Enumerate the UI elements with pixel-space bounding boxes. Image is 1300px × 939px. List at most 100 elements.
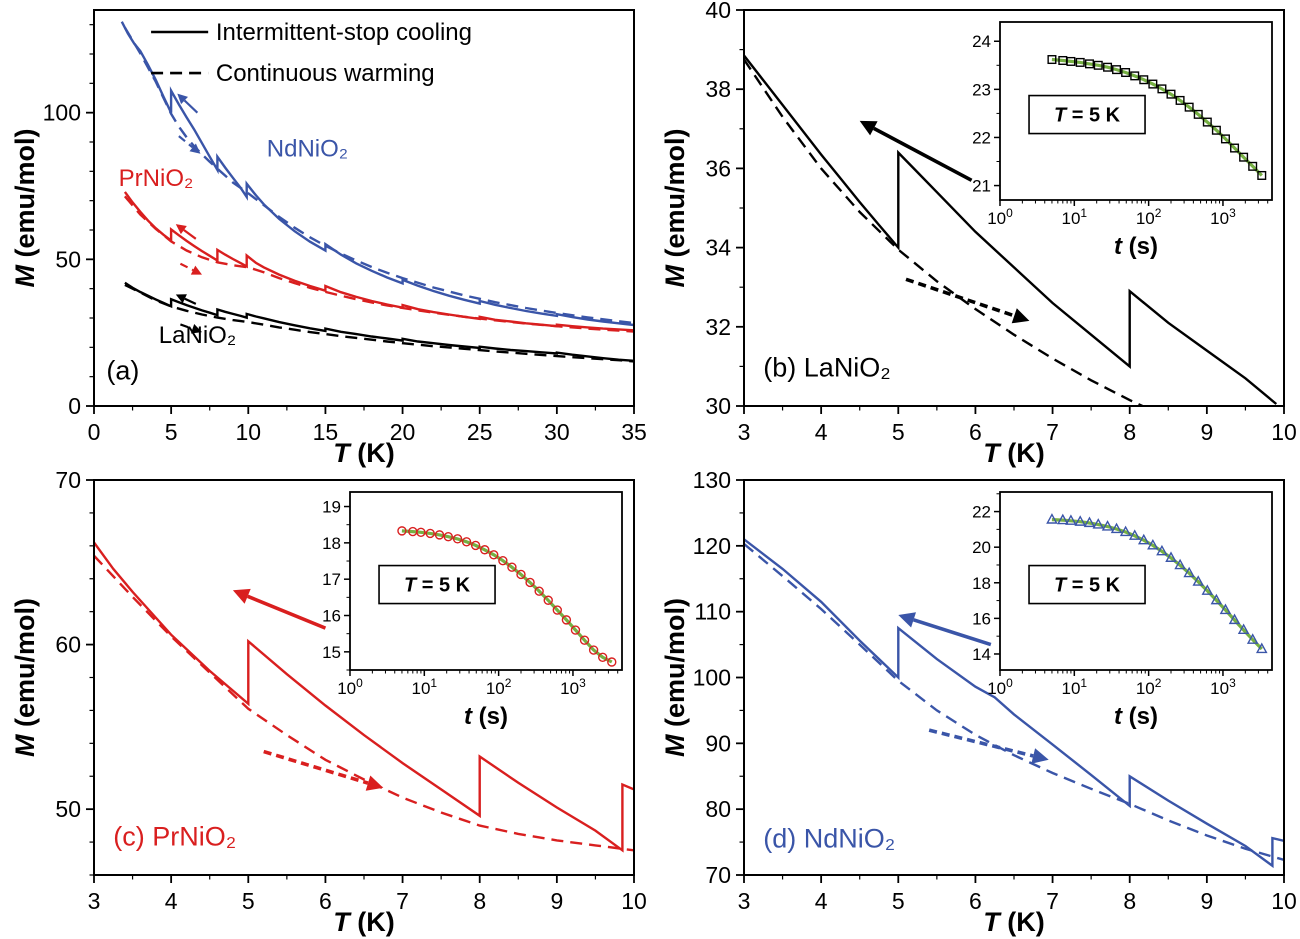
inset-frame xyxy=(999,21,1273,201)
inset-x-axis-label: t (s) xyxy=(464,703,508,730)
y-axis-label: M (emu/mol) xyxy=(10,128,40,287)
arrow-head xyxy=(190,265,202,275)
panel-tag: (c) PrNiO₂ xyxy=(113,821,236,851)
warming-direction-arrow xyxy=(180,323,193,330)
inset-x-tick-label: 101 xyxy=(1062,206,1088,228)
inset-temperature-box xyxy=(1028,94,1146,135)
y-tick-label: 100 xyxy=(43,100,81,126)
inset-x-tick-label: 101 xyxy=(412,676,438,698)
inset-x-axis-label: t (s) xyxy=(1114,703,1158,730)
x-tick-label: 3 xyxy=(738,888,751,914)
y-tick-label: 130 xyxy=(693,470,731,493)
inset-frame xyxy=(349,491,623,671)
y-tick-label: 50 xyxy=(55,246,81,272)
x-tick-label: 4 xyxy=(815,888,828,914)
x-tick-label: 35 xyxy=(621,419,647,445)
y-tick-label: 110 xyxy=(694,599,731,625)
warming-direction-arrow xyxy=(905,277,1015,318)
x-tick-label: 5 xyxy=(892,419,905,445)
curve-label: LaNiO₂ xyxy=(159,322,236,349)
panel-a-chart: 0 5 10 15 20 25 30 35 0 50 100 T (K) M (emu/mol) NdNi… xyxy=(10,9,647,468)
inset-y-tick-label: 24 xyxy=(972,32,991,51)
panel-a: 0 5 10 15 20 25 30 35 0 50 100 T (K) M (emu/mol) NdNi… xyxy=(0,0,650,470)
y-tick-label: 120 xyxy=(693,533,731,559)
curve-label: PrNiO₂ xyxy=(119,165,194,192)
cooling-direction-arrow xyxy=(183,229,197,240)
inset-temperature-label: T = 5 K xyxy=(1054,575,1121,597)
axes: 0 5 10 15 20 25 30 35 0 50 100 xyxy=(43,24,647,445)
series-group xyxy=(120,21,634,363)
cooling-direction-arrow xyxy=(183,99,199,114)
x-tick-label: 6 xyxy=(319,888,332,914)
arrow-head xyxy=(859,120,878,136)
x-tick-label: 8 xyxy=(1123,419,1136,445)
series-continuous-warming xyxy=(744,58,1146,406)
inset-y-tick-label: 15 xyxy=(322,643,341,662)
x-tick-label: 8 xyxy=(1123,888,1136,914)
y-axis-label: M (emu/mol) xyxy=(660,598,690,757)
series-intermittent-stop-cooling xyxy=(744,538,1284,869)
arrow-head xyxy=(1031,748,1049,764)
x-axis-label: T (K) xyxy=(333,907,394,937)
y-tick-label: 40 xyxy=(705,0,731,23)
inset-x-tick-label: 100 xyxy=(337,676,363,698)
x-axis-label: T (K) xyxy=(333,438,394,468)
x-tick-label: 9 xyxy=(550,888,563,914)
x-axis-label: T (K) xyxy=(983,907,1044,937)
y-tick-label: 50 xyxy=(55,796,81,822)
inset-fit-line xyxy=(401,529,613,664)
inset-y-tick-label: 22 xyxy=(972,503,991,522)
inset-x-tick-label: 103 xyxy=(1210,206,1236,228)
y-tick-label: 34 xyxy=(705,235,731,261)
inset-y-tick-label: 22 xyxy=(972,128,991,147)
series-prnio2-continuous-warming xyxy=(123,195,634,333)
x-axis-label: T (K) xyxy=(983,438,1044,468)
series-lanio2-continuous-warming xyxy=(124,283,634,363)
x-tick-label: 5 xyxy=(892,888,905,914)
inset-x-tick-label: 100 xyxy=(987,676,1013,698)
x-tick-label: 4 xyxy=(815,419,828,445)
warming-direction-arrow xyxy=(928,728,1034,758)
inset-temperature-box xyxy=(1028,564,1146,605)
inset-temperature-label: T = 5 K xyxy=(404,575,471,597)
y-tick-label: 70 xyxy=(55,470,81,493)
inset-x-tick-label: 101 xyxy=(1062,676,1088,698)
inset-y-tick-label: 21 xyxy=(972,177,991,196)
inset-x-tick-label: 103 xyxy=(560,676,586,698)
series-group xyxy=(94,541,634,853)
x-tick-label: 8 xyxy=(473,888,486,914)
x-tick-label: 10 xyxy=(235,419,261,445)
inset-y-tick-label: 23 xyxy=(972,80,991,99)
series-group xyxy=(744,538,1284,869)
y-tick-label: 60 xyxy=(55,632,81,658)
warming-direction-arrow xyxy=(179,262,194,272)
y-tick-label: 32 xyxy=(705,314,731,340)
inset-data-points xyxy=(1046,513,1268,654)
y-tick-label: 0 xyxy=(68,393,81,419)
x-tick-label: 9 xyxy=(1200,419,1213,445)
cooling-direction-arrow xyxy=(246,594,327,630)
x-tick-label: 10 xyxy=(621,888,647,914)
arrow-head xyxy=(175,294,187,304)
y-tick-label: 80 xyxy=(705,796,731,822)
inset-c: 100 101 102 103 15 16 17 18 19 t (s) T = 5 K xyxy=(322,491,623,730)
warming-direction-arrow xyxy=(178,135,194,149)
x-tick-label: 7 xyxy=(1046,419,1059,445)
y-tick-label: 30 xyxy=(705,393,731,419)
cooling-direction-arrow xyxy=(184,297,197,305)
x-tick-label: 10 xyxy=(1271,419,1297,445)
inset-y-tick-label: 19 xyxy=(322,498,341,517)
inset-fit-line xyxy=(1051,57,1263,177)
x-tick-label: 5 xyxy=(165,419,178,445)
legend-label: Intermittent-stop cooling xyxy=(216,19,472,46)
y-tick-label: 100 xyxy=(693,665,731,691)
series-continuous-warming xyxy=(94,554,634,852)
x-tick-label: 3 xyxy=(88,888,101,914)
panel-tag: (d) NdNiO₂ xyxy=(763,823,895,853)
inset-y-tick-label: 20 xyxy=(972,538,991,557)
x-tick-label: 7 xyxy=(396,888,409,914)
series-group xyxy=(744,54,1278,406)
arrow-head xyxy=(175,224,187,235)
